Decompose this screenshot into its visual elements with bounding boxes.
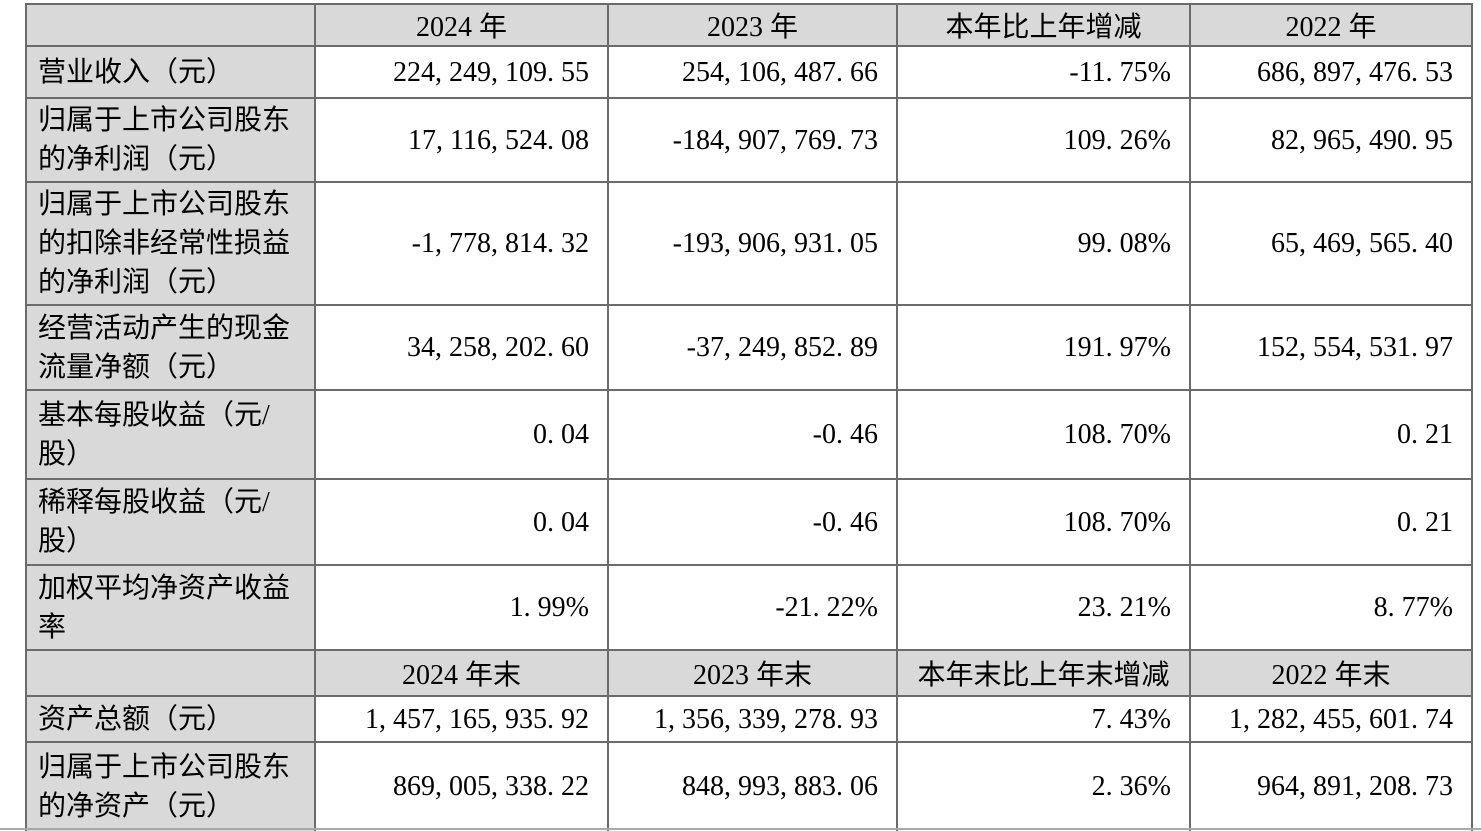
page-bottom-divider xyxy=(0,828,1481,830)
table-row-total-assets: 资产总额（元） 1, 457, 165, 935. 92 1, 356, 339… xyxy=(25,695,1473,743)
table-row-net-assets: 归属于上市公司股东 的净资产（元） 869, 005, 338. 22 848,… xyxy=(25,741,1473,831)
table-row-basic-eps: 基本每股收益（元/ 股） 0. 04 -0. 46 108. 70% 0. 21 xyxy=(25,389,1473,480)
header-yoy-change: 本年比上年增减 xyxy=(896,3,1191,47)
table-row-operating-cash-flow: 经营活动产生的现金 流量净额（元） 34, 258, 202. 60 -37, … xyxy=(25,304,1473,391)
cell-2024: 34, 258, 202. 60 xyxy=(314,304,609,391)
header-blank xyxy=(25,649,316,697)
header-2023-end: 2023 年末 xyxy=(607,649,898,697)
table-row-weighted-avg-roe: 加权平均净资产收益 率 1. 99% -21. 22% 23. 21% 8. 7… xyxy=(25,564,1473,651)
cell-2022: 0. 21 xyxy=(1189,389,1473,480)
cell-change: 2. 36% xyxy=(896,741,1191,831)
cell-2022: 65, 469, 565. 40 xyxy=(1189,181,1473,306)
row-label: 基本每股收益（元/ 股） xyxy=(25,389,316,480)
cell-change: 108. 70% xyxy=(896,389,1191,480)
row-label: 资产总额（元） xyxy=(25,695,316,743)
key-financials-table: 2024 年 2023 年 本年比上年增减 2022 年 营业收入（元） 224… xyxy=(25,3,1473,831)
cell-2022: 8. 77% xyxy=(1189,564,1473,651)
row-label: 归属于上市公司股东 的净资产（元） xyxy=(25,741,316,831)
table-header-row-year-end: 2024 年末 2023 年末 本年末比上年末增减 2022 年末 xyxy=(25,649,1473,697)
cell-change: 109. 26% xyxy=(896,97,1191,183)
header-2022-end: 2022 年末 xyxy=(1189,649,1473,697)
cell-2022: 152, 554, 531. 97 xyxy=(1189,304,1473,391)
header-2024: 2024 年 xyxy=(314,3,609,47)
cell-change: 108. 70% xyxy=(896,478,1191,566)
cell-change: 99. 08% xyxy=(896,181,1191,306)
cell-change: -11. 75% xyxy=(896,45,1191,99)
cell-2024: 0. 04 xyxy=(314,389,609,480)
cell-2022: 964, 891, 208. 73 xyxy=(1189,741,1473,831)
header-2024-end: 2024 年末 xyxy=(314,649,609,697)
table-row-net-profit-excl-nonrecurring: 归属于上市公司股东 的扣除非经常性损益 的净利润（元） -1, 778, 814… xyxy=(25,181,1473,306)
cell-2023: 1, 356, 339, 278. 93 xyxy=(607,695,898,743)
cell-2023: -21. 22% xyxy=(607,564,898,651)
header-blank xyxy=(25,3,316,47)
cell-2023: -193, 906, 931. 05 xyxy=(607,181,898,306)
cell-2024: 0. 04 xyxy=(314,478,609,566)
header-year-end-change: 本年末比上年末增减 xyxy=(896,649,1191,697)
cell-2024: 224, 249, 109. 55 xyxy=(314,45,609,99)
row-label: 稀释每股收益（元/ 股） xyxy=(25,478,316,566)
table-header-row-annual: 2024 年 2023 年 本年比上年增减 2022 年 xyxy=(25,3,1473,47)
cell-2024: 869, 005, 338. 22 xyxy=(314,741,609,831)
table-row-diluted-eps: 稀释每股收益（元/ 股） 0. 04 -0. 46 108. 70% 0. 21 xyxy=(25,478,1473,566)
table-row-revenue: 营业收入（元） 224, 249, 109. 55 254, 106, 487.… xyxy=(25,45,1473,99)
cell-change: 23. 21% xyxy=(896,564,1191,651)
cell-2022: 82, 965, 490. 95 xyxy=(1189,97,1473,183)
row-label: 营业收入（元） xyxy=(25,45,316,99)
cell-2024: 1. 99% xyxy=(314,564,609,651)
cell-2022: 1, 282, 455, 601. 74 xyxy=(1189,695,1473,743)
cell-change: 191. 97% xyxy=(896,304,1191,391)
row-label: 归属于上市公司股东 的净利润（元） xyxy=(25,97,316,183)
cell-2023: -0. 46 xyxy=(607,478,898,566)
cell-2023: -184, 907, 769. 73 xyxy=(607,97,898,183)
table-row-net-profit: 归属于上市公司股东 的净利润（元） 17, 116, 524. 08 -184,… xyxy=(25,97,1473,183)
cell-2024: -1, 778, 814. 32 xyxy=(314,181,609,306)
cell-2022: 686, 897, 476. 53 xyxy=(1189,45,1473,99)
cell-2024: 17, 116, 524. 08 xyxy=(314,97,609,183)
cell-2024: 1, 457, 165, 935. 92 xyxy=(314,695,609,743)
cell-2022: 0. 21 xyxy=(1189,478,1473,566)
header-2023: 2023 年 xyxy=(607,3,898,47)
row-label: 经营活动产生的现金 流量净额（元） xyxy=(25,304,316,391)
header-2022: 2022 年 xyxy=(1189,3,1473,47)
cell-2023: -0. 46 xyxy=(607,389,898,480)
cell-2023: 848, 993, 883. 06 xyxy=(607,741,898,831)
cell-2023: -37, 249, 852. 89 xyxy=(607,304,898,391)
row-label: 归属于上市公司股东 的扣除非经常性损益 的净利润（元） xyxy=(25,181,316,306)
cell-2023: 254, 106, 487. 66 xyxy=(607,45,898,99)
row-label: 加权平均净资产收益 率 xyxy=(25,564,316,651)
cell-change: 7. 43% xyxy=(896,695,1191,743)
